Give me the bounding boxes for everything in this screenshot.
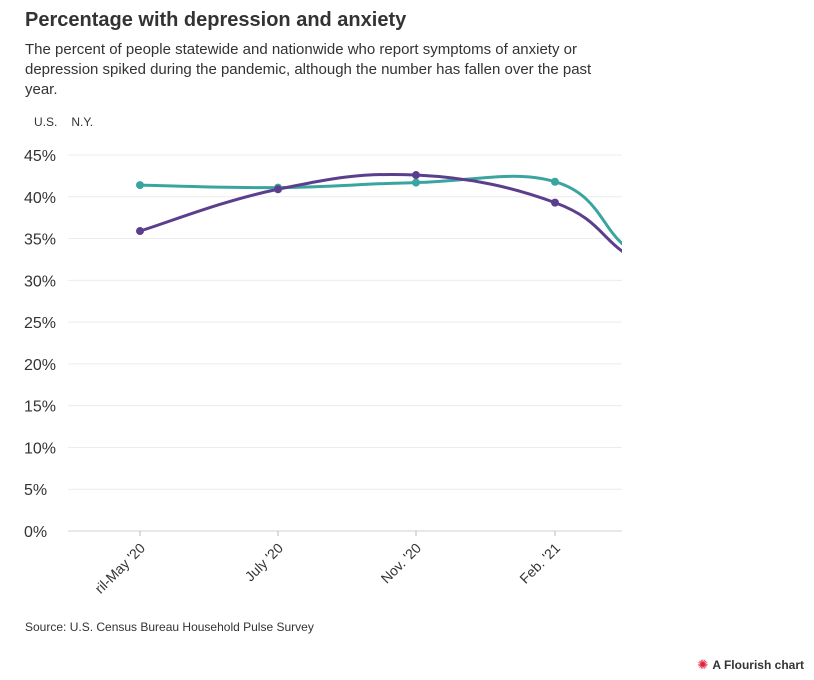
source-note: Source: U.S. Census Bureau Household Pul… xyxy=(25,620,314,634)
legend-item-ny[interactable]: N.Y. xyxy=(71,115,94,129)
chart-subtitle: The percent of people statewide and nati… xyxy=(25,41,592,98)
series-line-us xyxy=(138,172,622,253)
series-line-ny xyxy=(138,174,622,246)
y-tick-label: 40% xyxy=(24,190,56,207)
flourish-credit[interactable]: ✺ A Flourish chart xyxy=(698,658,804,672)
y-tick-label: 10% xyxy=(24,440,56,457)
data-point-us xyxy=(551,198,559,207)
legend-item-us[interactable]: U.S. xyxy=(34,115,58,129)
y-tick-label: 25% xyxy=(24,315,56,332)
x-tick-label: July '20 xyxy=(242,540,287,585)
legend: U.S. N.Y. xyxy=(34,115,93,129)
flourish-credit-label: A Flourish chart xyxy=(712,658,804,672)
y-tick-label: 0% xyxy=(24,524,47,541)
x-tick-label: ril-May '20 xyxy=(91,540,148,597)
data-point-ny xyxy=(551,177,559,186)
y-tick-label: 35% xyxy=(24,232,56,249)
x-tick-label: Feb. '21 xyxy=(516,540,563,587)
data-point-ny xyxy=(412,178,420,187)
data-point-ny xyxy=(136,181,144,190)
line-chart: 0% 5% 10% 15% 20% 25% 30% 35% 40% 45% ril-May '20 J… xyxy=(24,148,622,597)
y-tick-label: 30% xyxy=(24,273,56,290)
y-tick-label: 45% xyxy=(24,148,56,165)
y-tick-label: 20% xyxy=(24,357,56,374)
data-point-us xyxy=(136,227,144,236)
x-tick-label: Nov. '20 xyxy=(378,540,425,587)
data-point-us xyxy=(412,171,420,180)
flourish-logo-icon: ✺ xyxy=(697,657,709,672)
y-tick-label: 5% xyxy=(24,482,47,499)
chart-title: Percentage with depression and anxiety xyxy=(25,9,407,31)
data-point-us xyxy=(274,185,282,194)
y-tick-label: 15% xyxy=(24,399,56,416)
